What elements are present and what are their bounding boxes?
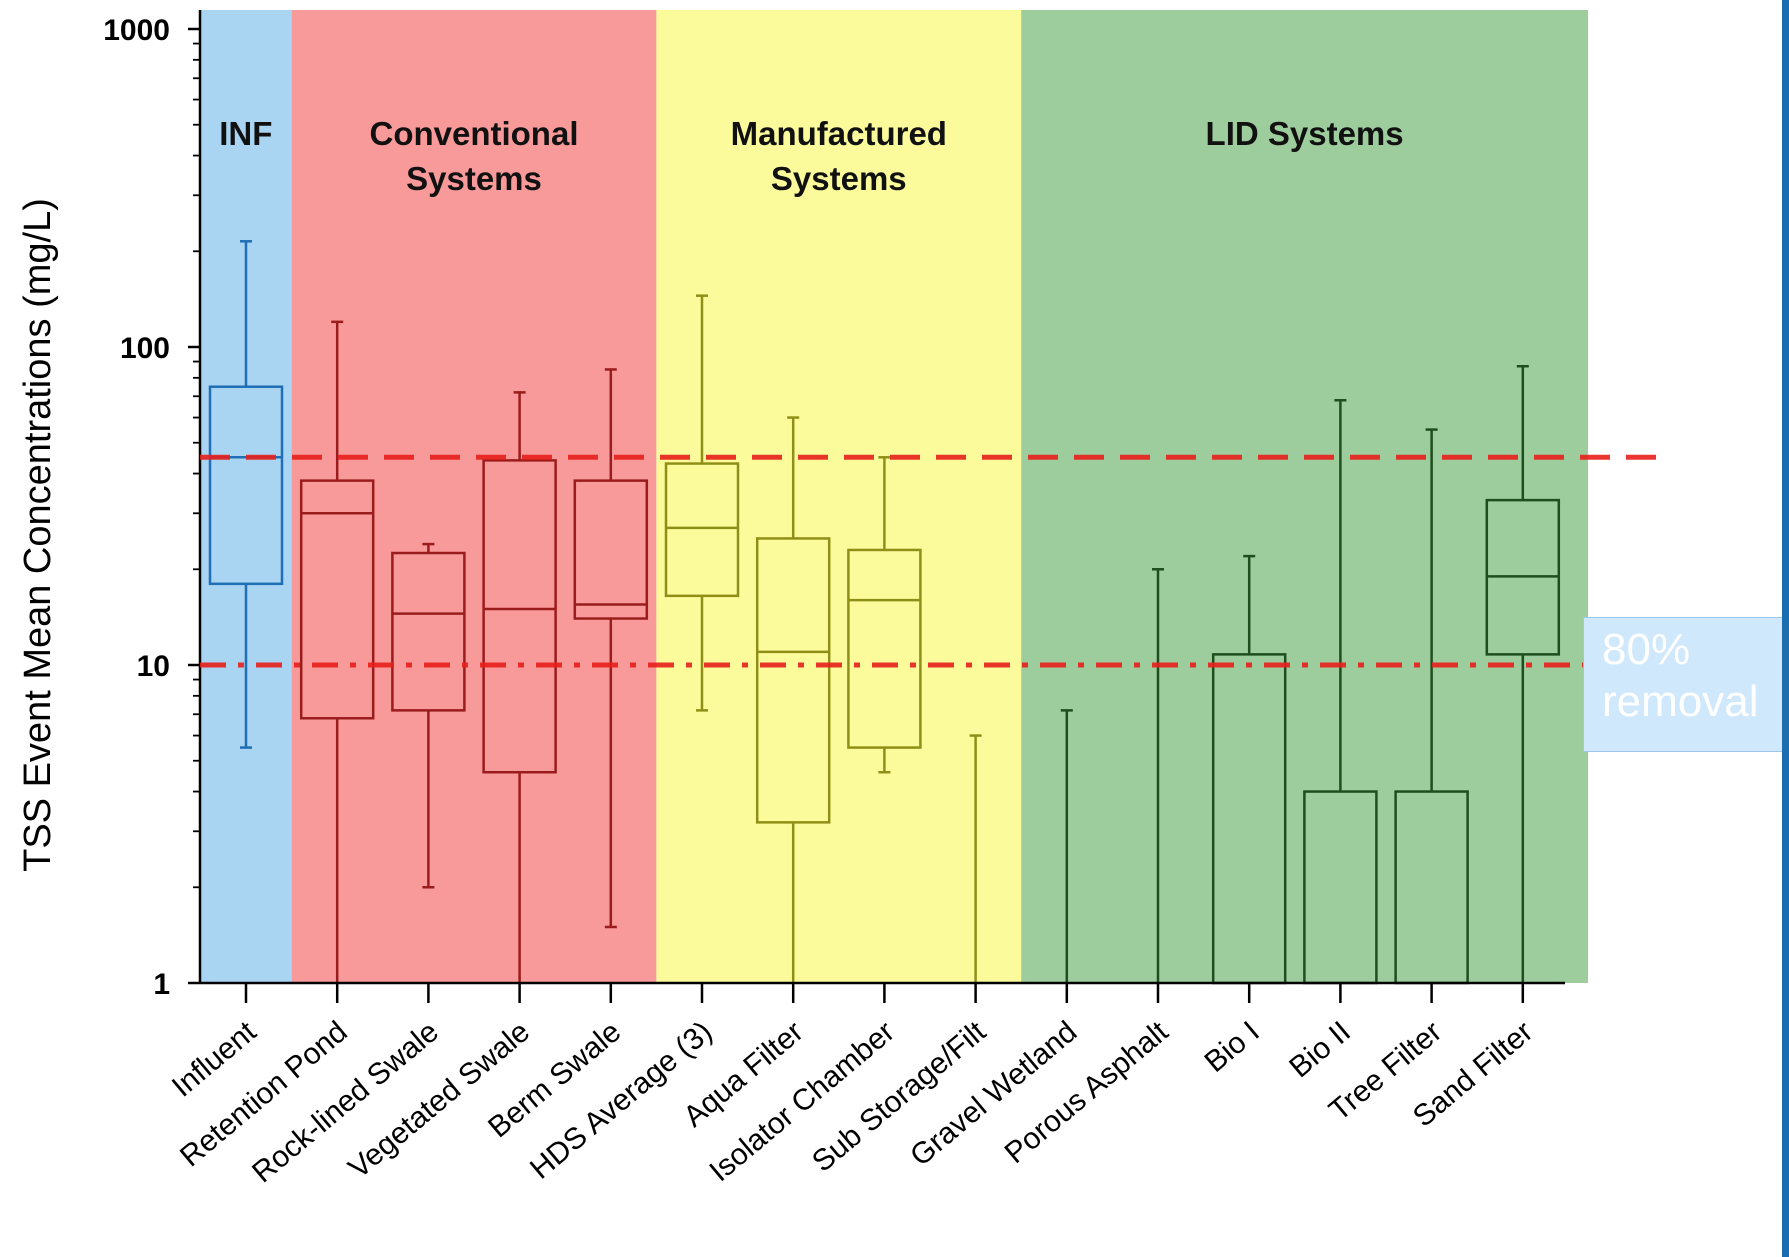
- annotation-line-2: removal: [1602, 677, 1759, 726]
- box-hds-average-3-: [664, 294, 740, 712]
- group-band-manufactured-systems: [656, 10, 1022, 983]
- x-tick-label: Bio II: [1283, 1015, 1357, 1084]
- box-rock-lined-swale: [391, 542, 466, 889]
- box-gravel-wetland: [1060, 709, 1073, 983]
- y-tick-label: 100: [120, 332, 170, 365]
- x-tick-label: Gravel Wetland: [904, 1015, 1083, 1173]
- right-edge-bar: [1782, 0, 1789, 1257]
- y-tick-label: 1000: [103, 14, 170, 47]
- annotation-line-1: 80%: [1602, 625, 1691, 674]
- y-tick-label: 1: [153, 968, 170, 1001]
- box-vegetated-swale: [482, 391, 557, 983]
- x-tick-label: Porous Asphalt: [999, 1015, 1175, 1170]
- box-porous-asphalt: [1152, 568, 1164, 983]
- group-title: Manufactured: [731, 115, 947, 152]
- group-band-conventional-systems: [291, 10, 657, 983]
- group-title: INF: [219, 115, 272, 152]
- group-title: LID Systems: [1206, 115, 1404, 152]
- group-title: Systems: [406, 160, 542, 197]
- group-title: Conventional: [369, 115, 578, 152]
- group-titles: INF Conventional Systems Manufactured System…: [219, 115, 1403, 197]
- box-retention-pond: [299, 320, 375, 983]
- group-bands: [200, 10, 1588, 983]
- group-band-inf: [200, 10, 292, 983]
- box-berm-swale: [573, 368, 649, 929]
- removal-annotation: 80% removal: [1583, 617, 1789, 752]
- y-axis-label: TSS Event Mean Concentrations (mg/L): [17, 198, 59, 872]
- group-title: Systems: [771, 160, 907, 197]
- x-tick-label: Bio I: [1199, 1015, 1266, 1079]
- box-isolator-chamber: [847, 456, 922, 774]
- box-aqua-filter: [755, 416, 831, 983]
- y-tick-label: 10: [137, 650, 170, 683]
- reference-lines: [200, 454, 1665, 668]
- box-sand-filter: [1485, 364, 1561, 983]
- box-sub-storage-filt: [969, 734, 982, 983]
